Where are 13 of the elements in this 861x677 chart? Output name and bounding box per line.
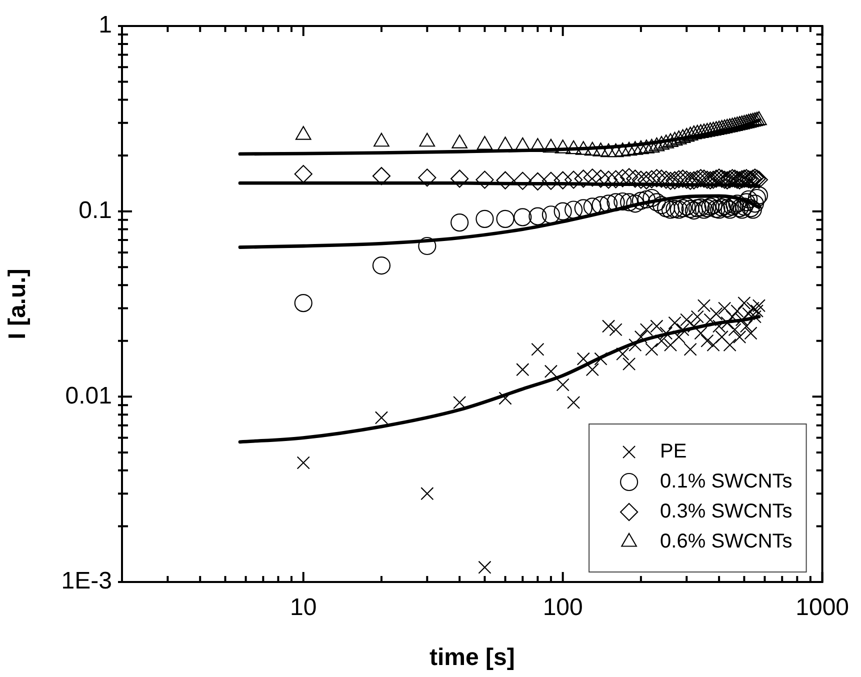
- x-tick-label: 100: [542, 594, 583, 622]
- y-tick-label: 0.01: [65, 382, 112, 410]
- x-tick-label: 1000: [796, 594, 849, 622]
- y-tick-label: 1E-3: [61, 568, 112, 595]
- x-tick-label: 10: [290, 594, 317, 622]
- y-axis-title: I [a.u.]: [4, 268, 32, 340]
- y-tick-label: 0.1: [78, 196, 112, 224]
- legend-label: 0.1% SWCNTs: [660, 470, 792, 493]
- legend-label: PE: [660, 440, 687, 463]
- legend-label: 0.6% SWCNTs: [660, 530, 792, 553]
- x-axis-title: time [s]: [429, 644, 515, 672]
- legend-label: 0.3% SWCNTs: [660, 500, 792, 523]
- y-tick-label: 1: [98, 12, 112, 39]
